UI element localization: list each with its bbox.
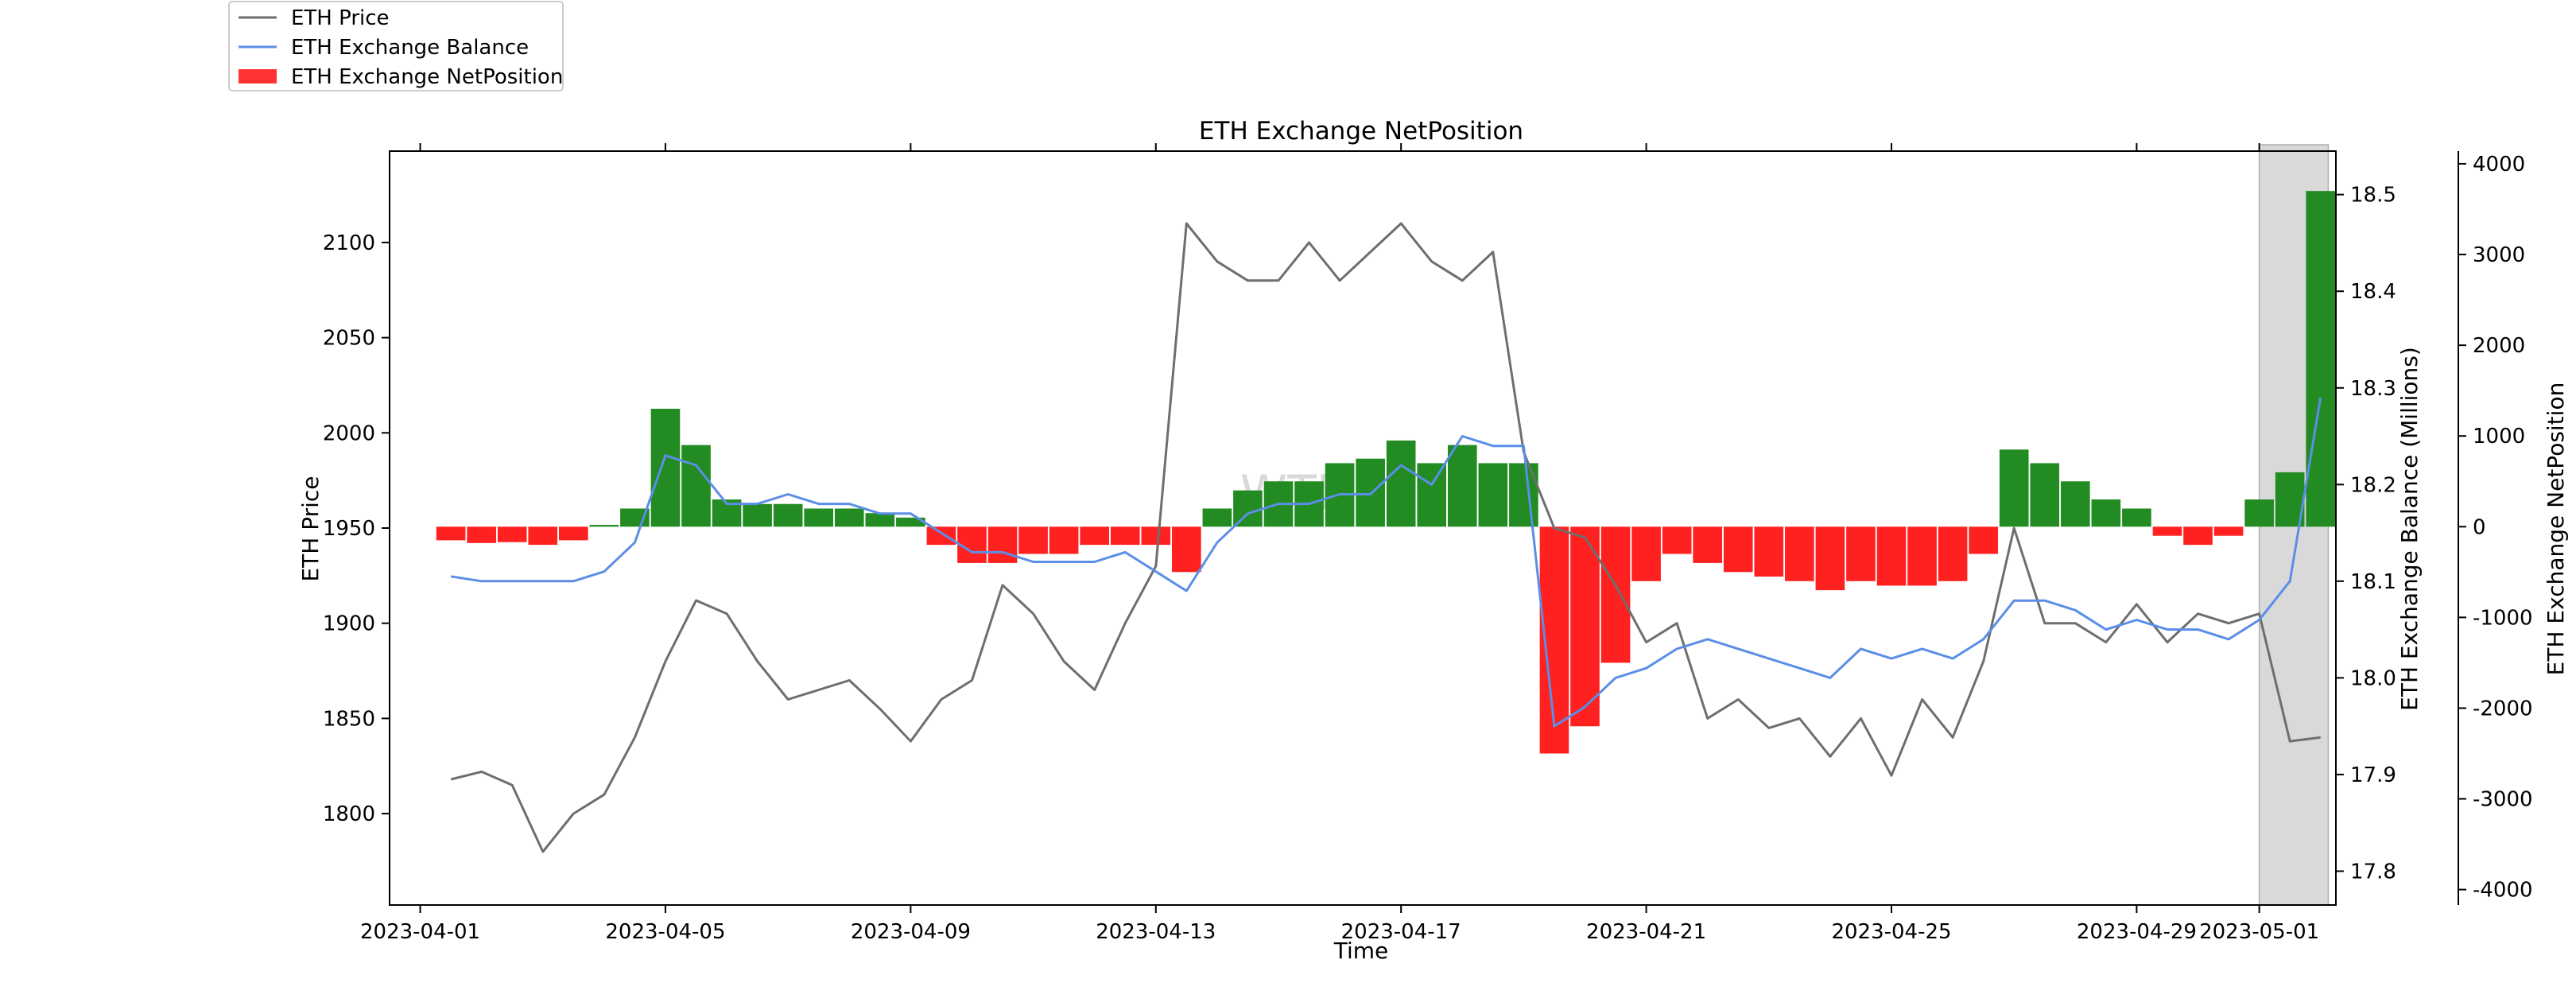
netposition-bar — [1141, 526, 1170, 545]
netposition-bar — [1877, 526, 1907, 585]
netposition-bar — [1907, 526, 1937, 585]
netposition-bar — [528, 526, 557, 545]
legend-label: ETH Price — [291, 6, 390, 30]
netposition-bar — [1111, 526, 1140, 545]
netposition-tick-label: 3000 — [2473, 243, 2525, 267]
netposition-bar — [1754, 526, 1783, 577]
x-tick-label: 2023-04-21 — [1586, 920, 1706, 944]
netposition-tick-label: 2000 — [2473, 334, 2525, 358]
netposition-bar — [1049, 526, 1079, 553]
netposition-tick-label: 1000 — [2473, 425, 2525, 449]
netposition-bar — [498, 526, 527, 542]
netposition-bar — [1816, 526, 1845, 590]
netposition-tick-label: -2000 — [2473, 697, 2533, 721]
netposition-bar — [774, 504, 803, 527]
netposition-bar — [467, 526, 496, 543]
balance-line — [451, 398, 2321, 726]
netposition-tick-label: 4000 — [2473, 153, 2525, 177]
netposition-bar — [1203, 508, 1232, 526]
x-tick-label: 2023-04-09 — [851, 920, 971, 944]
netposition-bar — [2061, 481, 2090, 526]
netposition-tick-label: 0 — [2473, 515, 2486, 539]
netposition-bar — [559, 526, 588, 540]
x-tick-label: 2023-04-29 — [2077, 920, 2197, 944]
netposition-tick-label: -1000 — [2473, 606, 2533, 630]
legend-swatch-patch — [239, 69, 277, 84]
x-tick-label: 2023-05-01 — [2199, 920, 2319, 944]
legend-label: ETH Exchange Balance — [291, 36, 529, 60]
netposition-bar — [1233, 491, 1263, 527]
netposition-bar — [1938, 526, 1968, 581]
netposition-bar — [1631, 526, 1661, 581]
netposition-bar — [2030, 463, 2059, 526]
netposition-bar — [1601, 526, 1631, 662]
netposition-bar — [2122, 508, 2151, 526]
x-tick-label: 2023-04-13 — [1096, 920, 1216, 944]
price-tick-label: 1900 — [323, 612, 375, 636]
netposition-bar — [743, 504, 772, 527]
netposition-bar — [1080, 526, 1109, 545]
netposition-bar — [651, 409, 681, 526]
netposition-bar — [681, 445, 711, 527]
netposition-bar — [590, 525, 619, 526]
netposition-bar — [1846, 526, 1876, 581]
netposition-bar — [1724, 526, 1753, 572]
balance-tick-label: 17.9 — [2350, 763, 2396, 787]
netposition-bar — [1448, 445, 1477, 527]
balance-tick-label: 17.8 — [2350, 860, 2396, 884]
x-tick-label: 2023-04-17 — [1341, 920, 1461, 944]
balance-axis-label: ETH Exchange Balance (Millions) — [2396, 347, 2423, 711]
netposition-bar — [1785, 526, 1814, 581]
balance-tick-label: 18.3 — [2350, 377, 2396, 401]
x-tick-label: 2023-04-05 — [605, 920, 725, 944]
x-tick-label: 2023-04-01 — [360, 920, 480, 944]
netposition-bar — [1018, 526, 1048, 553]
netposition-bar — [1693, 526, 1722, 563]
plot-frame — [390, 151, 2336, 905]
netposition-tick-label: -4000 — [2473, 879, 2533, 903]
netposition-bar — [2000, 449, 2029, 526]
balance-tick-label: 18.1 — [2350, 570, 2396, 594]
netposition-bar — [804, 508, 833, 526]
price-tick-label: 2000 — [323, 421, 375, 445]
price-tick-label: 1850 — [323, 707, 375, 731]
netposition-bar — [866, 513, 895, 526]
netposition-bar — [2153, 526, 2182, 535]
netposition-bar — [927, 526, 956, 545]
price-tick-label: 1800 — [323, 802, 375, 826]
chart-title: ETH Exchange NetPosition — [1199, 117, 1523, 146]
netposition-bar — [1509, 463, 1538, 526]
price-tick-label: 2100 — [323, 231, 375, 255]
price-tick-label: 2050 — [323, 327, 375, 351]
netposition-bar — [1417, 463, 1446, 526]
netposition-bar — [988, 526, 1018, 563]
legend-label: ETH Exchange NetPosition — [291, 65, 563, 89]
netposition-bar — [1662, 526, 1692, 553]
netposition-bar — [2306, 191, 2335, 526]
netposition-bar — [2183, 526, 2213, 545]
netposition-tick-label: -3000 — [2473, 788, 2533, 812]
balance-tick-label: 18.4 — [2350, 280, 2396, 304]
netposition-axis-label: ETH Exchange NetPosition — [2543, 383, 2569, 676]
netposition-bar — [1387, 441, 1416, 526]
balance-tick-label: 18.5 — [2350, 184, 2396, 208]
balance-tick-label: 18.0 — [2350, 666, 2396, 690]
netposition-bar — [436, 526, 466, 540]
price-axis-label: ETH Price — [297, 476, 324, 581]
price-line — [451, 223, 2321, 852]
netposition-bar — [1479, 463, 1508, 526]
price-tick-label: 1950 — [323, 517, 375, 541]
netposition-bar — [2244, 499, 2274, 526]
balance-tick-label: 18.2 — [2350, 473, 2396, 497]
x-tick-label: 2023-04-25 — [1831, 920, 1951, 944]
plot-area: WTF2023-04-012023-04-052023-04-092023-04… — [323, 143, 2533, 944]
netposition-bar — [1969, 526, 1998, 553]
netposition-bar — [1172, 526, 1201, 572]
netposition-bar — [2214, 526, 2244, 535]
legend: ETH Price ETH Exchange Balance ETH Exchang… — [229, 2, 563, 91]
netposition-bar — [2092, 499, 2121, 526]
netposition-bar — [835, 508, 864, 526]
